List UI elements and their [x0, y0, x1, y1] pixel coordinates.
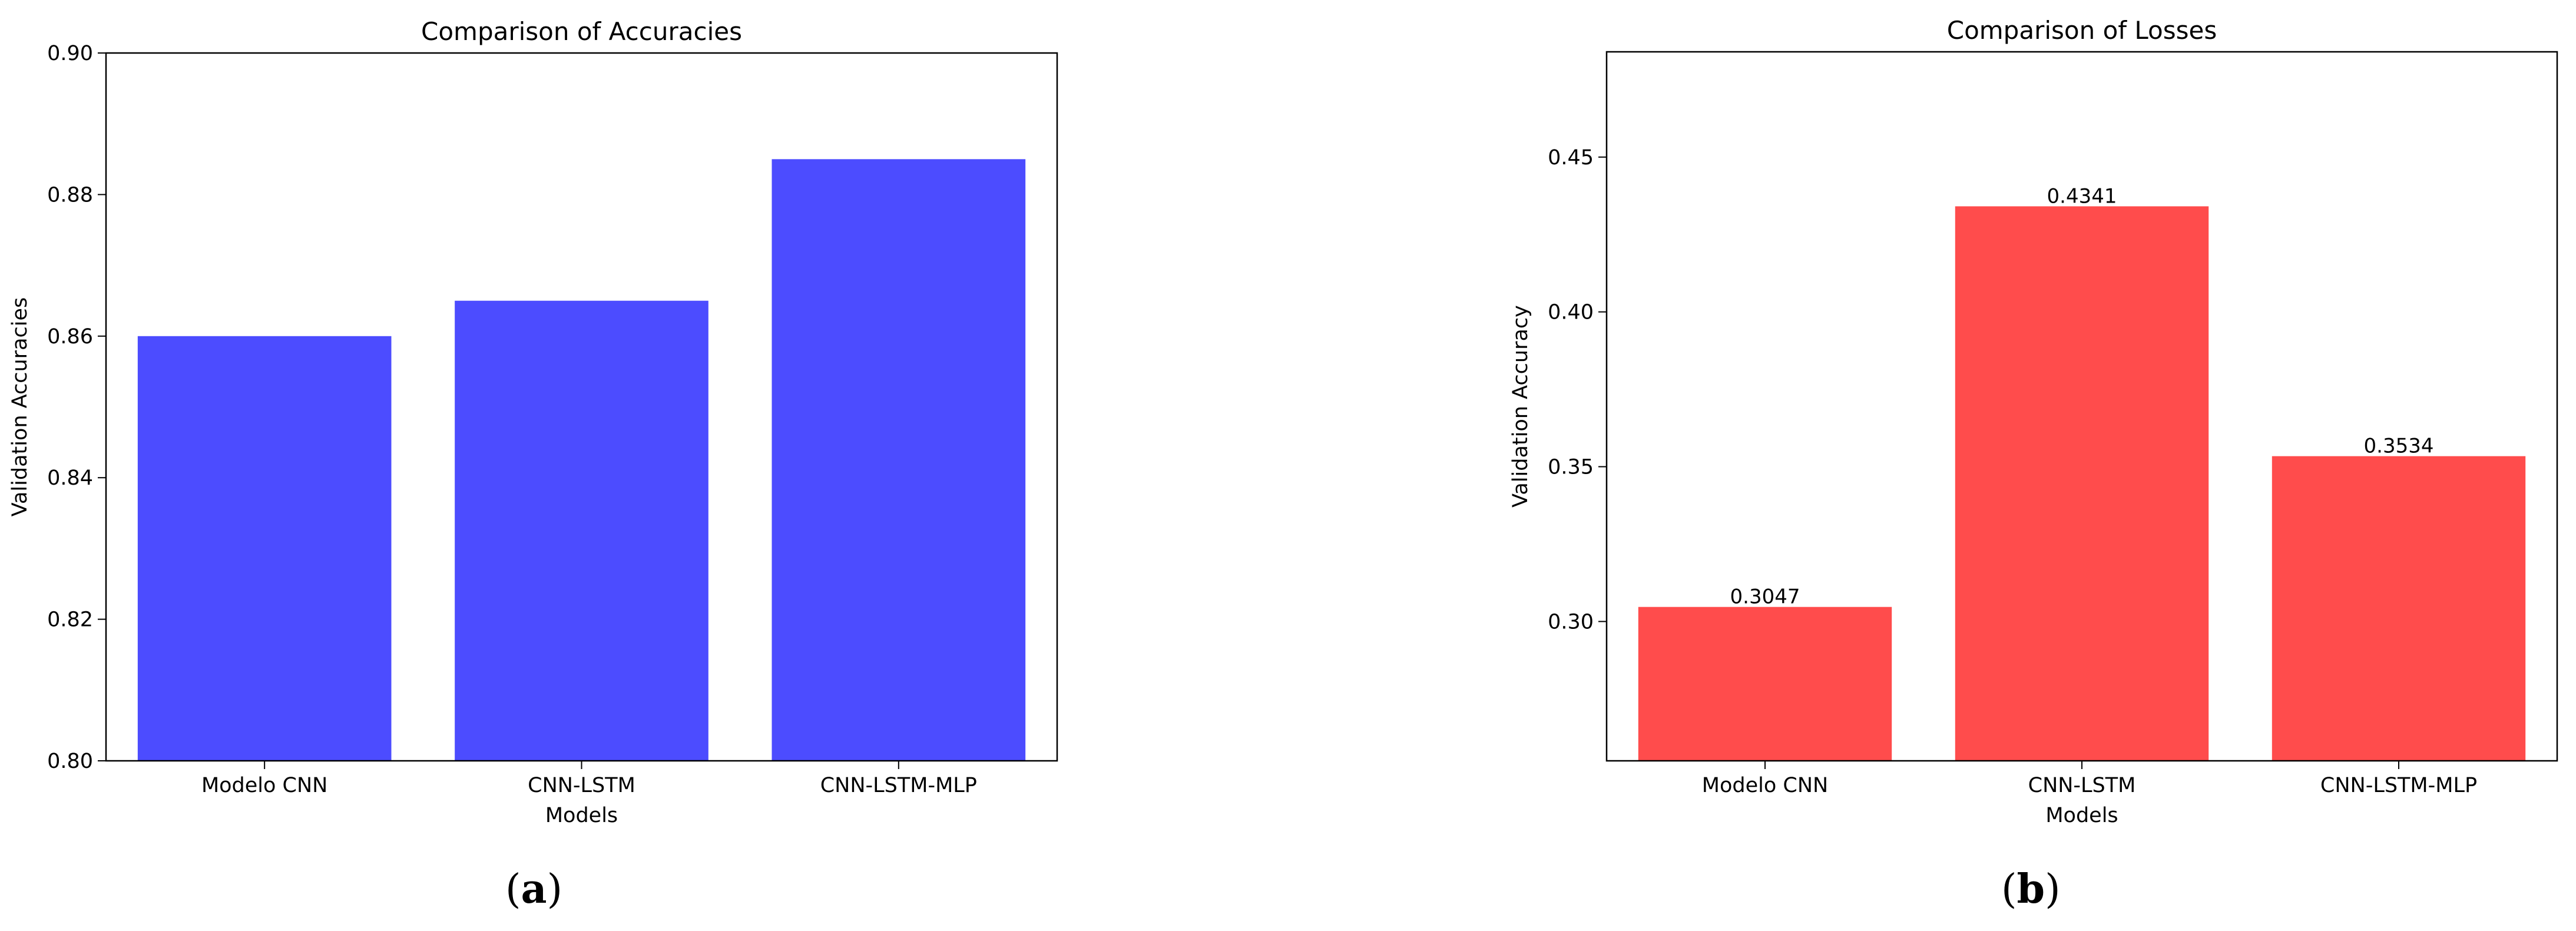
acc-bar-2 [455, 300, 708, 761]
loss-bar-3 [2272, 456, 2526, 761]
acc-axes-frame [105, 52, 1058, 762]
acc-xtick-label-1: Modelo CNN [201, 774, 327, 797]
loss-axes-frame [1605, 51, 2558, 762]
loss-xtick-label-3: CNN-LSTM-MLP [2320, 774, 2477, 797]
loss-ytick-label-1: 0.30 [1548, 610, 1594, 634]
acc-bar-3 [772, 159, 1026, 761]
acc-ytick-label-5: 0.88 [47, 183, 93, 207]
loss-data-label-2: 0.4341 [2047, 184, 2117, 208]
loss-data-label-1: 0.3047 [1730, 585, 1800, 609]
acc-chart-title: Comparison of Accuracies [421, 17, 742, 46]
loss-bar-1 [1638, 607, 1892, 761]
acc-xtick-label-2: CNN-LSTM [528, 774, 635, 797]
acc-xtick-label-3: CNN-LSTM-MLP [820, 774, 977, 797]
loss-data-label-3: 0.3534 [2364, 435, 2434, 458]
loss-xtick-label-1: Modelo CNN [1702, 774, 1828, 797]
acc-ytick-label-6: 0.90 [47, 42, 93, 65]
panel-label-b: (b) [2001, 866, 2061, 913]
loss-xtick-label-2: CNN-LSTM [2028, 774, 2136, 797]
loss-x-axis-label: Models [2045, 804, 2118, 827]
acc-y-axis-label: Validation Accuracies [8, 297, 32, 517]
acc-ytick-label-3: 0.84 [47, 466, 93, 490]
loss-ytick-label-2: 0.35 [1548, 456, 1594, 479]
acc-ytick-label-1: 0.80 [47, 750, 93, 773]
loss-y-axis-label: Validation Accuracy [1509, 305, 1532, 508]
loss-ytick-label-3: 0.40 [1548, 301, 1594, 324]
acc-ytick-label-2: 0.82 [47, 608, 93, 632]
acc-x-axis-label: Models [545, 804, 618, 827]
loss-chart-title: Comparison of Losses [1947, 16, 2217, 45]
acc-bar-1 [137, 336, 392, 761]
panel-label-a: (a) [505, 866, 563, 913]
acc-ytick-label-4: 0.86 [47, 325, 93, 349]
loss-bar-2 [1955, 206, 2209, 761]
loss-ytick-label-4: 0.45 [1548, 146, 1594, 170]
